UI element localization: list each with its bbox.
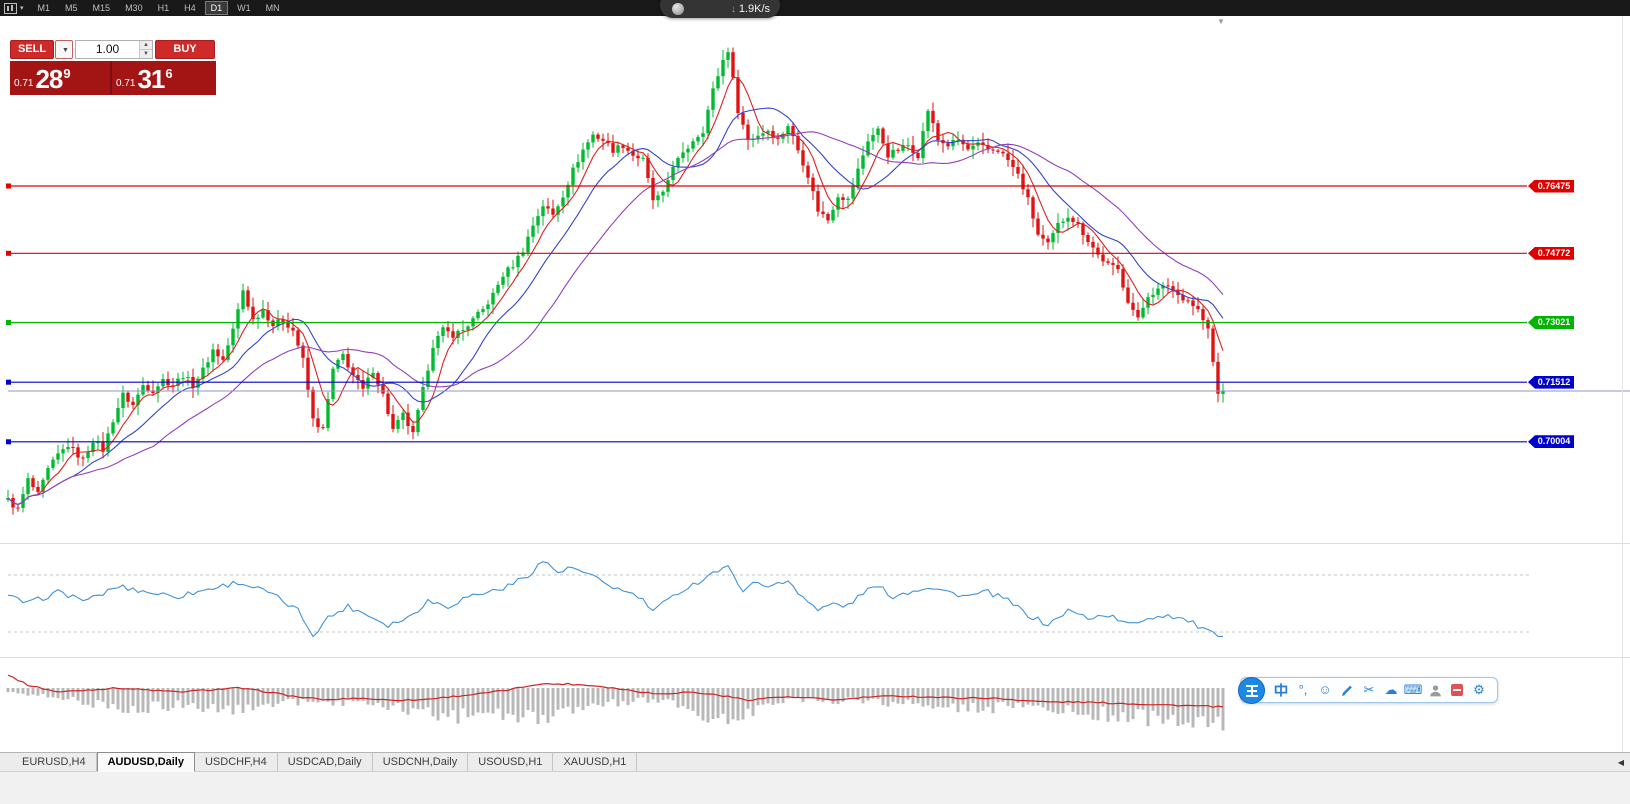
price-line-label[interactable]: 0.76475 — [1528, 179, 1574, 193]
sell-price-main: 28 — [35, 64, 63, 94]
price-line-label[interactable]: 0.70004 — [1528, 435, 1574, 449]
price-line-label[interactable]: 0.74772 — [1528, 246, 1574, 260]
handwriting-pen-icon[interactable] — [1337, 680, 1357, 700]
timeframe-m1-button[interactable]: M1 — [37, 3, 51, 13]
trade-prices-row: 0.71 28 9 0.71 31 6 — [10, 61, 218, 95]
chart-tab-audusd[interactable]: AUDUSD,Daily — [96, 752, 195, 772]
volume-value: 1.00 — [95, 42, 120, 56]
chevron-down-icon[interactable]: ▾ — [20, 5, 24, 12]
speed-orb-icon — [672, 3, 684, 15]
timeframe-h4-button[interactable]: H4 — [184, 3, 196, 13]
input-method-toolbar[interactable]: °, ☺ ✂ ☁ ⌨ ⚙ — [1238, 677, 1498, 704]
download-arrow-icon: ↓ — [730, 4, 736, 15]
volume-increase-button[interactable]: ▲ — [140, 41, 152, 50]
sell-price-prefix: 0.71 — [14, 78, 34, 89]
emoji-icon[interactable]: ☺ — [1318, 682, 1332, 697]
skin-icon[interactable] — [1447, 680, 1467, 700]
chart-tab-usousd[interactable]: USOUSD,H1 — [468, 753, 554, 771]
buy-button[interactable]: BUY — [155, 40, 215, 59]
price-line-label[interactable]: 0.73021 — [1528, 316, 1574, 330]
chart-tab-xauusd[interactable]: XAUUSD,H1 — [553, 753, 638, 771]
volume-dropdown-button[interactable]: ▼ — [55, 40, 73, 59]
buy-price[interactable]: 0.71 31 6 — [112, 61, 216, 95]
timeframe-m15-button[interactable]: M15 — [92, 3, 111, 13]
skin-square — [1451, 684, 1463, 696]
cloud-icon[interactable]: ☁ — [1384, 682, 1398, 697]
timeframe-w1-button[interactable]: W1 — [237, 3, 251, 13]
chinese-mode-icon[interactable] — [1271, 680, 1291, 700]
screenshot-scissors-icon[interactable]: ✂ — [1363, 682, 1375, 697]
trade-controls-row: SELL ▼ 1.00 ▲ ▼ BUY — [10, 40, 218, 59]
sell-price-pip: 9 — [63, 66, 71, 81]
buy-price-prefix: 0.71 — [116, 78, 136, 89]
sell-price[interactable]: 0.71 28 9 — [10, 61, 112, 95]
ime-logo-icon[interactable] — [1238, 677, 1265, 704]
download-speed-value: 1.9K/s — [738, 3, 770, 15]
chart-tab-usdchf[interactable]: USDCHF,H4 — [195, 753, 278, 771]
chart-tabs-bar: EURUSD,H4 AUDUSD,Daily USDCHF,H4 USDCAD,… — [0, 752, 1630, 772]
keyboard-icon[interactable]: ⌨ — [1403, 682, 1423, 697]
chart-toolbar: ▾ M1 M5 M15 M30 H1 H4 D1 W1 MN — [0, 0, 1630, 16]
volume-decrease-button[interactable]: ▼ — [140, 50, 152, 58]
volume-spinner: ▲ ▼ — [139, 41, 152, 58]
chart-tab-usdcad[interactable]: USDCAD,Daily — [278, 753, 373, 771]
chart-window-icon[interactable] — [4, 2, 18, 14]
window-right-edge — [1622, 16, 1623, 752]
buy-price-pip: 6 — [165, 66, 173, 81]
panel-collapse-arrow[interactable]: ▼ — [1217, 17, 1225, 26]
timeframe-m5-button[interactable]: M5 — [65, 3, 78, 13]
timeframe-d1-button[interactable]: D1 — [204, 1, 229, 15]
price-line-label[interactable]: 0.71512 — [1528, 375, 1574, 389]
timeframe-mn-button[interactable]: MN — [265, 3, 280, 13]
account-icon[interactable] — [1425, 680, 1445, 700]
settings-gear-icon[interactable]: ⚙ — [1473, 682, 1485, 697]
timeframe-h1-button[interactable]: H1 — [157, 3, 170, 13]
network-speed-monitor[interactable]: ↓ 1.9K/s — [660, 0, 780, 18]
status-strip — [0, 772, 1630, 804]
chart-tab-usdcnh[interactable]: USDCNH,Daily — [373, 753, 469, 771]
volume-input[interactable]: 1.00 ▲ ▼ — [75, 40, 153, 59]
one-click-trading-panel: SELL ▼ 1.00 ▲ ▼ BUY 0.71 28 9 0.71 31 6 — [10, 40, 218, 95]
punctuation-icon[interactable]: °, — [1298, 682, 1308, 697]
buy-price-main: 31 — [137, 64, 165, 94]
chart-tab-eurusd[interactable]: EURUSD,H4 — [12, 753, 97, 771]
timeframe-m30-button[interactable]: M30 — [125, 3, 143, 13]
tab-scroll-left-arrow[interactable]: ◀ — [1617, 758, 1624, 767]
sell-button[interactable]: SELL — [10, 40, 54, 59]
